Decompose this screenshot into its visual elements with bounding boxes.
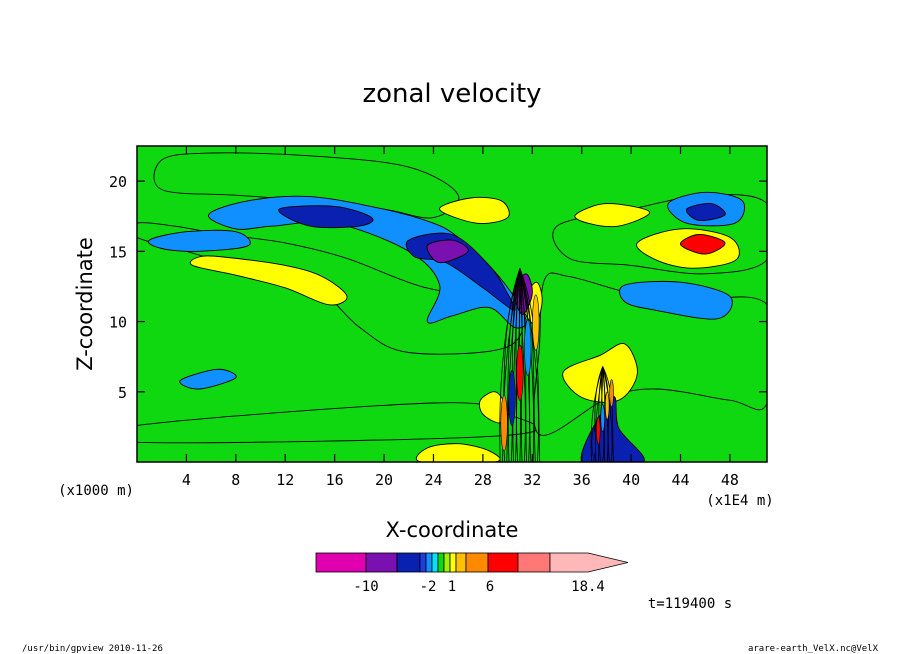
- footer-file-variable: arare-earth_VelX.nc@VelX: [748, 644, 879, 654]
- footer-program-date: /usr/bin/gpview 2010-11-26: [22, 644, 163, 654]
- colorbar-segment: [396, 552, 421, 573]
- y-tick-label: 5: [118, 384, 127, 402]
- x-tick-label: 36: [573, 471, 591, 489]
- colorbar-segment: [419, 552, 427, 573]
- y-tick-label: 20: [109, 173, 127, 191]
- x-tick-label: 16: [326, 471, 344, 489]
- contour-cell: [600, 404, 605, 433]
- y-axis-ticks: 5 10 15 20: [109, 173, 767, 402]
- x-axis-unit-label: (x1E4 m): [706, 493, 773, 509]
- contour-cell: [591, 428, 596, 457]
- contour-line: [506, 268, 521, 462]
- colorbar-segment: [465, 552, 489, 573]
- field-cyan-patch: [147, 229, 251, 252]
- contour-line: [510, 268, 521, 462]
- contour-cell: [604, 391, 610, 420]
- y-tick-label: 10: [109, 314, 127, 332]
- x-axis-ticks: 4 8 12 16 20 24 28 32 36 40 44 48: [182, 146, 739, 489]
- contour-cell: [516, 344, 524, 401]
- contour-field: [137, 152, 767, 462]
- dense-contour-column: [499, 268, 541, 462]
- colorbar-segment: [449, 552, 457, 573]
- plot-frame: [136, 145, 768, 463]
- field-orange-patch: [574, 203, 651, 228]
- contour-line: [590, 366, 604, 462]
- x-tick-label: 44: [671, 471, 689, 489]
- contour-cell: [508, 369, 516, 426]
- contour-line: [515, 268, 521, 462]
- field-orange-patch: [439, 196, 510, 224]
- contour-line: [519, 268, 541, 462]
- x-tick-label: 8: [231, 471, 240, 489]
- colorbar-segment: [437, 552, 445, 573]
- colorbar: -10 -2 1 6 18.4: [315, 552, 629, 595]
- x-tick-label: 20: [375, 471, 393, 489]
- colorbar-segment: [443, 552, 451, 573]
- contour-cell: [596, 416, 601, 445]
- colorbar-segment: [365, 552, 398, 573]
- x-tick-label: 40: [622, 471, 640, 489]
- contour-cell: [609, 379, 614, 408]
- chart-title: zonal velocity: [362, 79, 541, 109]
- colorbar-segment: [425, 552, 433, 573]
- contour-line: [602, 366, 613, 462]
- time-label: t=119400 s: [648, 596, 732, 612]
- contour-line: [519, 268, 539, 462]
- dense-contour-column: [590, 366, 615, 462]
- field-orange-patch: [189, 255, 348, 306]
- field-dark-blue-core: [426, 239, 469, 264]
- x-tick-label: 28: [474, 471, 492, 489]
- x-tick-label: 32: [523, 471, 541, 489]
- colorbar-segment: [487, 552, 519, 573]
- x-tick-label: 12: [276, 471, 294, 489]
- contour-line: [519, 268, 536, 462]
- x-tick-label: 4: [182, 471, 191, 489]
- y-axis-unit-label: (x1000 m): [58, 483, 134, 499]
- colorbar-label: 6: [486, 579, 494, 595]
- contour-line: [602, 366, 615, 462]
- colorbar-segment: [517, 552, 551, 573]
- contour-line: [519, 268, 526, 462]
- field-red-core: [680, 234, 726, 255]
- contour-cell: [524, 319, 532, 376]
- colorbar-label: -10: [353, 579, 378, 595]
- colorbar-label: -2: [420, 579, 437, 595]
- y-tick-label: 15: [109, 243, 127, 261]
- x-tick-label: 24: [424, 471, 442, 489]
- x-tick-label: 48: [721, 471, 739, 489]
- field-blue-patch: [685, 202, 726, 222]
- contour-cell: [500, 395, 508, 452]
- field-cyan-patch: [179, 368, 237, 390]
- contour-line: [499, 268, 521, 462]
- colorbar-segment: [455, 552, 467, 573]
- x-axis-label: X-coordinate: [386, 518, 519, 542]
- colorbar-segment: [549, 552, 629, 573]
- colorbar-label: 1: [448, 579, 456, 595]
- field-blue-patch: [278, 205, 374, 229]
- y-axis-label: Z-coordinate: [73, 237, 97, 371]
- contour-line: [512, 268, 521, 462]
- contour-line: [519, 268, 534, 462]
- contour-line: [597, 366, 604, 462]
- colorbar-segment: [431, 552, 439, 573]
- field-cyan-patch: [619, 280, 733, 320]
- colorbar-label: 18.4: [571, 579, 605, 595]
- contour-cell: [532, 294, 540, 351]
- contour-line: [507, 268, 521, 462]
- colorbar-segment: [315, 552, 367, 573]
